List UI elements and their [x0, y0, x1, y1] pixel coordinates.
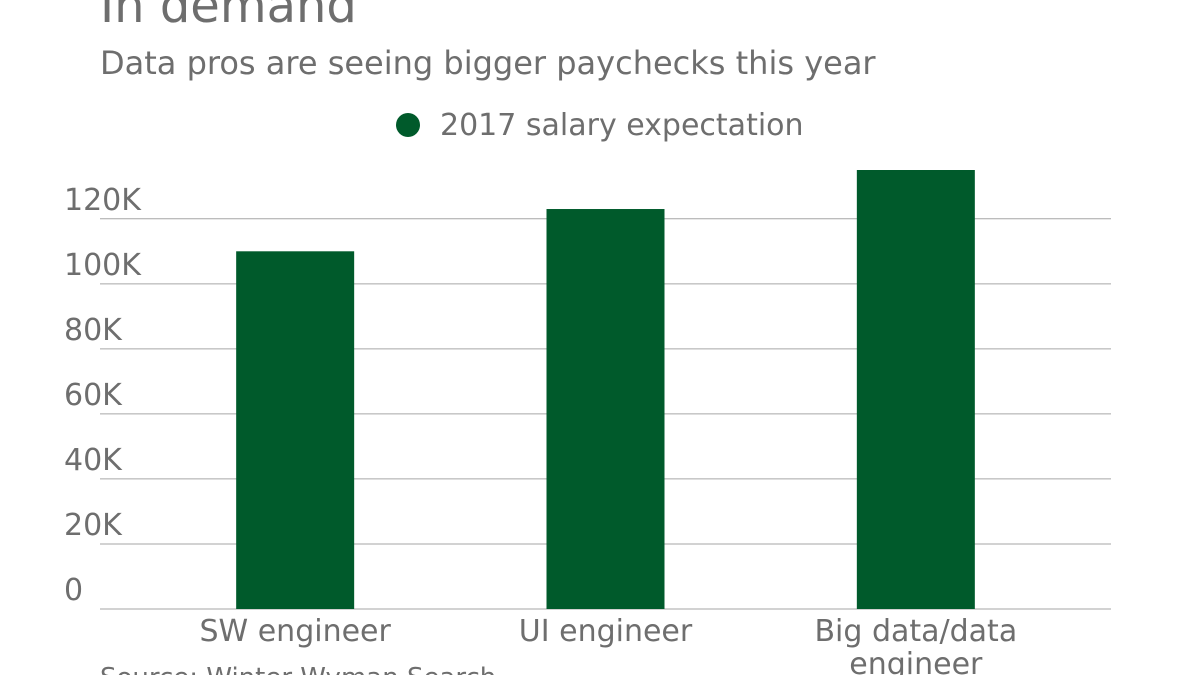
y-tick-label: 20K [64, 508, 123, 543]
x-tick-label-line: Big data/data [814, 614, 1017, 649]
legend: 2017 salary expectation [396, 108, 804, 143]
y-tick-label: 0 [64, 573, 83, 608]
bars [236, 170, 975, 609]
bar [546, 209, 665, 609]
y-tick-label: 120K [64, 183, 142, 218]
y-tick-label: 100K [64, 248, 142, 283]
chart-title: In demand [100, 0, 357, 34]
x-tick-label-line: engineer [849, 647, 983, 675]
x-tick-label: SW engineer [199, 614, 391, 649]
bar [856, 170, 975, 609]
y-tick-label: 60K [64, 378, 123, 413]
legend-swatch [396, 113, 420, 137]
y-axis-ticks: 0 20K 40K 60K 80K 100K 120K [64, 183, 142, 608]
source-note: Source: Winter Wyman Search [100, 663, 496, 675]
x-tick-label: UI engineer [519, 614, 693, 649]
x-tick-label: Big data/data engineer [814, 614, 1017, 675]
legend-label: 2017 salary expectation [440, 108, 804, 143]
y-tick-label: 40K [64, 443, 123, 478]
x-tick-label-line: UI engineer [519, 614, 693, 649]
bar [236, 251, 355, 609]
x-tick-label-line: SW engineer [199, 614, 391, 649]
x-axis-labels: SW engineer UI engineer Big data/data engin… [199, 614, 1017, 675]
chart-subtitle: Data pros are seeing bigger paychecks th… [100, 44, 876, 82]
y-tick-label: 80K [64, 313, 123, 348]
